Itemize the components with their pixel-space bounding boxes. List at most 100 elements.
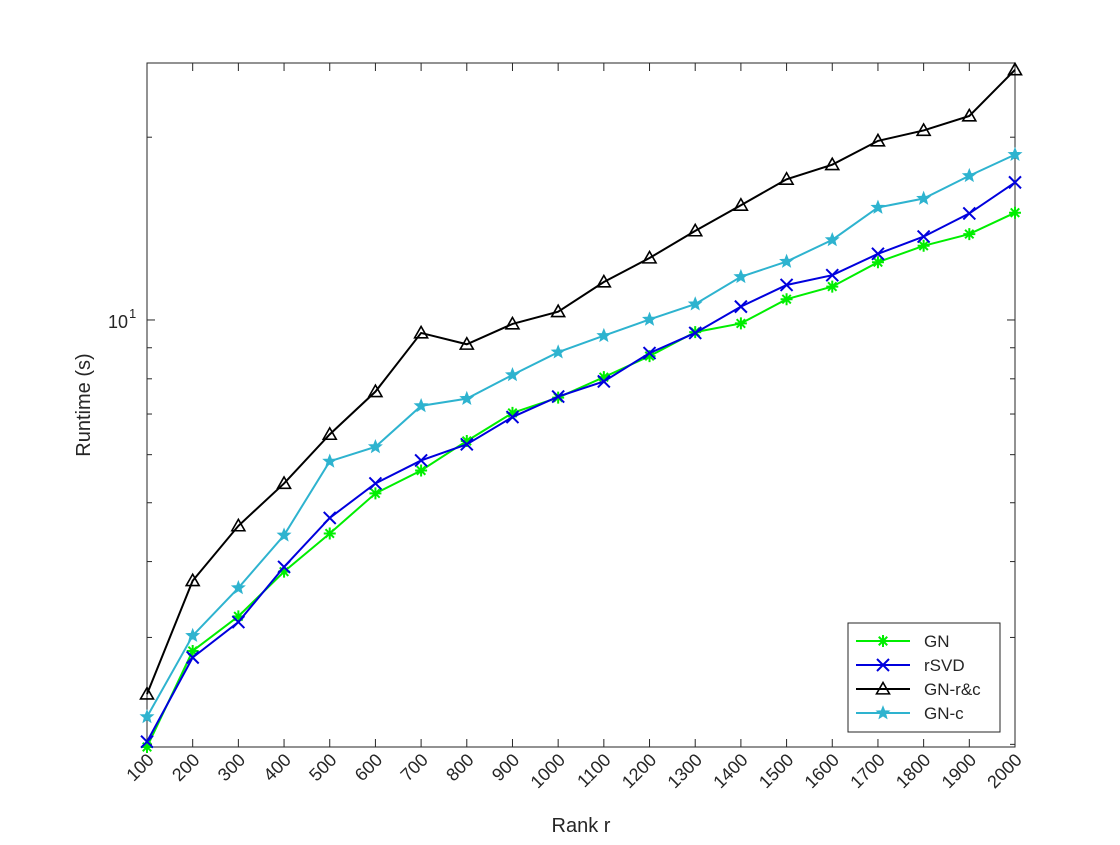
data-point [734, 317, 747, 330]
data-point [687, 296, 703, 311]
data-point [414, 453, 428, 468]
data-point [185, 627, 201, 643]
data-point [779, 253, 795, 268]
data-point [1008, 175, 1022, 190]
data-point [917, 239, 930, 252]
data-point [961, 107, 978, 122]
data-point [460, 437, 474, 452]
x-tick-label: 1100 [573, 750, 615, 792]
data-point [186, 644, 199, 657]
x-tick-label: 1500 [755, 750, 797, 792]
data-point [643, 350, 656, 363]
data-point [367, 383, 384, 398]
data-point [963, 228, 976, 241]
data-point [505, 410, 520, 424]
data-point [139, 708, 155, 724]
y-tick-label-base: 10 [108, 312, 128, 332]
data-point [962, 206, 977, 221]
data-point [551, 389, 565, 404]
data-point [916, 229, 931, 244]
x-tick-label: 1200 [618, 750, 660, 792]
data-point [413, 324, 429, 339]
data-point [277, 560, 291, 574]
data-point [323, 511, 337, 525]
series-line [146, 211, 1016, 748]
x-axis-title: Rank r [552, 815, 611, 837]
legend-label: rSVD [924, 656, 965, 675]
series-GN-c [139, 146, 1023, 724]
series-layer [139, 61, 1023, 753]
data-point [596, 327, 612, 343]
data-point [733, 268, 749, 284]
data-point [824, 156, 841, 171]
data-point [826, 280, 839, 293]
data-point [506, 406, 519, 419]
data-point [871, 247, 885, 261]
data-point [230, 517, 247, 532]
data-point [642, 346, 657, 360]
x-tick-label: 1400 [709, 750, 751, 792]
series-line [146, 153, 1016, 718]
data-point [369, 487, 382, 500]
legend-label: GN [924, 632, 950, 651]
data-point [322, 453, 338, 468]
data-point [1007, 61, 1023, 76]
data-point [961, 167, 977, 183]
x-tick-label: 1600 [801, 750, 843, 792]
x-tick-label: 1300 [664, 750, 706, 792]
data-point [641, 249, 658, 264]
data-point [323, 527, 336, 540]
data-point [368, 476, 383, 491]
legend-item: rSVD [856, 656, 965, 675]
data-point [825, 268, 839, 282]
series-line [146, 181, 1016, 743]
data-point [185, 650, 200, 665]
legend: GN rSVD GN-r&c GN-c [847, 622, 1001, 733]
x-tick-label: 200 [168, 750, 203, 785]
x-tick-label: 900 [488, 750, 523, 785]
data-point [778, 171, 795, 185]
x-tick-label: 500 [305, 750, 340, 785]
data-point [915, 122, 932, 137]
data-point [413, 397, 429, 413]
data-point [367, 438, 383, 454]
series-GN [141, 206, 1021, 753]
data-point [870, 199, 886, 214]
data-point [875, 705, 891, 720]
data-point [550, 303, 567, 318]
data-point [687, 222, 704, 237]
data-point [597, 374, 611, 389]
x-tick-label: 100 [122, 750, 157, 785]
data-point [278, 565, 291, 578]
data-point [141, 741, 153, 753]
data-point [597, 371, 610, 384]
y-axis-title: Runtime (s) [73, 353, 95, 456]
data-point [140, 735, 154, 749]
legend-item: GN-r&c [856, 680, 981, 699]
data-point [875, 680, 891, 695]
x-tick-label: 700 [397, 750, 432, 785]
data-point [504, 367, 520, 382]
series-rSVD [140, 175, 1022, 749]
legend-item: GN [856, 632, 950, 651]
data-point [415, 464, 428, 477]
data-point [504, 315, 521, 330]
data-point [733, 197, 749, 211]
legend-item: GN-c [856, 704, 964, 723]
x-tick-label: 800 [442, 750, 477, 785]
data-point [595, 273, 612, 288]
x-tick-label: 400 [259, 750, 294, 785]
data-point [916, 190, 932, 205]
data-point [688, 326, 702, 340]
x-tick-label: 600 [351, 750, 386, 785]
data-point [642, 311, 658, 326]
data-point [550, 344, 566, 359]
data-point [184, 572, 201, 587]
data-point [871, 256, 884, 269]
data-point [1007, 146, 1023, 162]
data-point [1009, 206, 1021, 219]
x-tick-label: 1900 [938, 750, 980, 792]
data-point [458, 336, 475, 350]
